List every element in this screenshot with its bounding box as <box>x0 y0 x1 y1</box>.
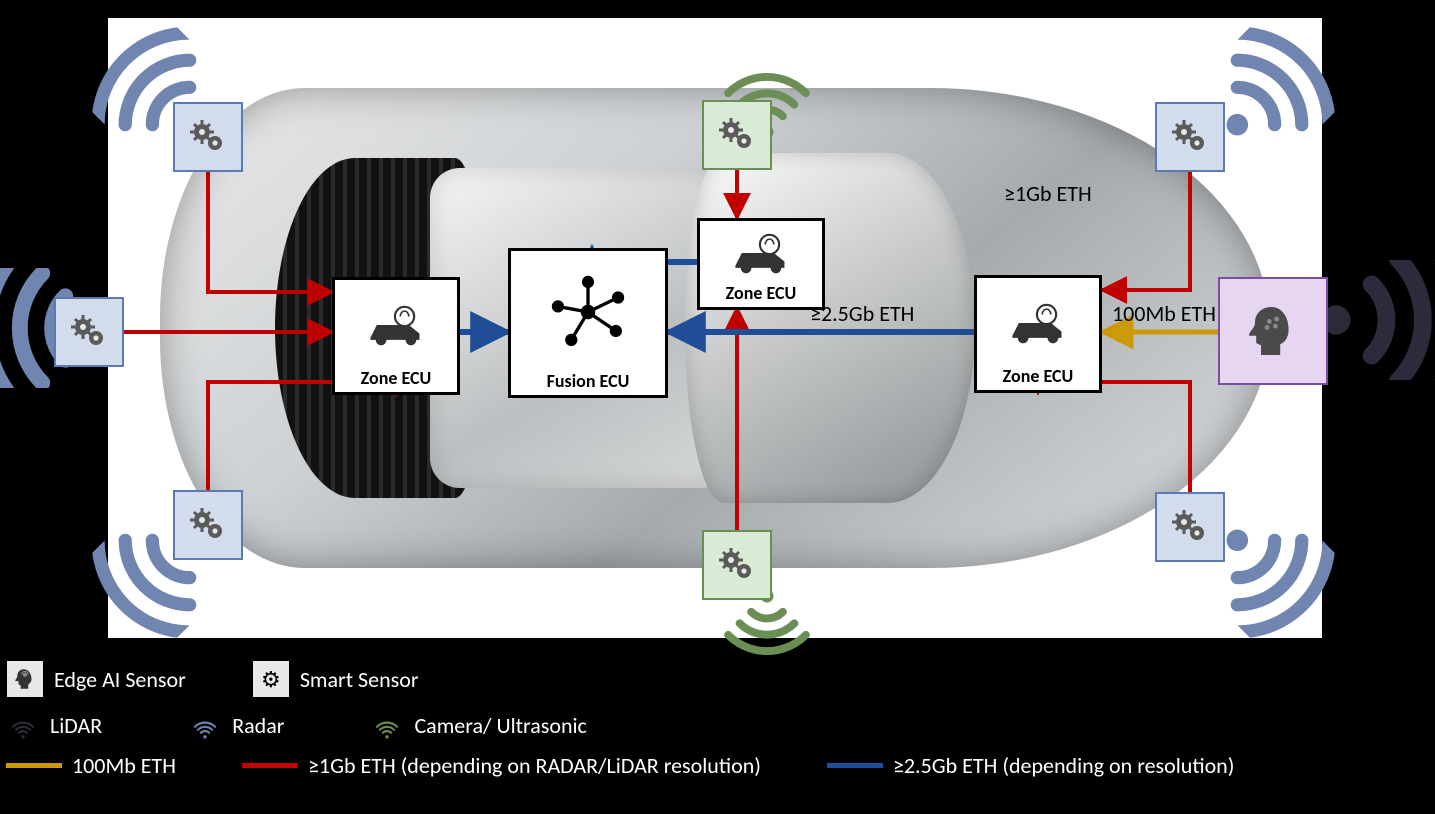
car-windshield <box>685 153 975 503</box>
legend-label: LiDAR <box>50 712 102 739</box>
legend-item-line-red: ≥1Gb ETH (depending on RADAR/LiDAR resol… <box>242 752 761 779</box>
node-fusion: Fusion ECU <box>508 248 668 398</box>
legend-item-radar: Radar <box>188 708 284 742</box>
sensor-purple <box>1218 277 1328 385</box>
label-2p5gb-eth: ≥2.5Gb ETH <box>810 300 914 327</box>
legend-label: Radar <box>232 712 284 739</box>
gears-icon: ⚙ <box>252 660 290 698</box>
node-label: Fusion ECU <box>547 372 630 391</box>
legend-item-lidar: LiDAR <box>6 708 102 742</box>
legend-row-3: 100Mb ETH ≥1Gb ETH (depending on RADAR/L… <box>6 752 1426 779</box>
sensor-green_bot <box>702 530 772 600</box>
legend-item-camera: Camera/ Ultrasonic <box>370 708 586 742</box>
sensor-blue_br <box>1155 492 1225 562</box>
label-1gb-eth: ≥1Gb ETH <box>1004 180 1092 207</box>
line-yellow-swatch <box>6 763 62 768</box>
node-label: Zone ECU <box>361 369 432 388</box>
legend-label: Camera/ Ultrasonic <box>414 712 586 739</box>
node-zone_front: Zone ECU <box>974 275 1102 393</box>
diagram-canvas: Fusion ECU Zone ECU Zone ECU Zone ECU ≥1… <box>0 0 1435 814</box>
wifi-purple-icon <box>6 708 40 742</box>
legend-label: Smart Sensor <box>300 666 419 693</box>
legend-row-2: LiDAR Radar Camera/ Ultrasonic <box>6 708 1426 742</box>
wifi-blue-icon <box>188 708 222 742</box>
legend-item-edge-ai: Edge AI Sensor <box>6 660 186 698</box>
line-red-swatch <box>242 763 298 768</box>
head-icon <box>6 660 44 698</box>
node-zone_rear: Zone ECU <box>332 277 460 395</box>
wifi-purple-icon <box>1318 260 1435 380</box>
legend: Edge AI Sensor ⚙ Smart Sensor LiDAR <box>6 660 1426 789</box>
line-blue-swatch <box>827 763 883 768</box>
node-label: Zone ECU <box>726 284 797 303</box>
legend-item-line-yellow: 100Mb ETH <box>6 752 176 779</box>
legend-label: Edge AI Sensor <box>54 666 186 693</box>
legend-label: ≥2.5Gb ETH (depending on resolution) <box>893 752 1234 779</box>
legend-row-1: Edge AI Sensor ⚙ Smart Sensor <box>6 660 1426 698</box>
sensor-blue_tr <box>1155 102 1225 172</box>
label-100mb-eth: 100Mb ETH <box>1112 300 1216 327</box>
node-label: Zone ECU <box>1003 367 1074 386</box>
legend-label: 100Mb ETH <box>72 752 176 779</box>
legend-item-line-blue: ≥2.5Gb ETH (depending on resolution) <box>827 752 1234 779</box>
sensor-green_top <box>702 100 772 170</box>
sensor-blue_tl <box>173 102 243 172</box>
sensor-blue_bl <box>173 490 243 560</box>
legend-item-smart-sensor: ⚙ Smart Sensor <box>252 660 419 698</box>
legend-label: ≥1Gb ETH (depending on RADAR/LiDAR resol… <box>308 752 761 779</box>
wifi-green-icon <box>370 708 404 742</box>
node-zone_top: Zone ECU <box>697 218 825 310</box>
sensor-blue_rear <box>54 297 124 367</box>
